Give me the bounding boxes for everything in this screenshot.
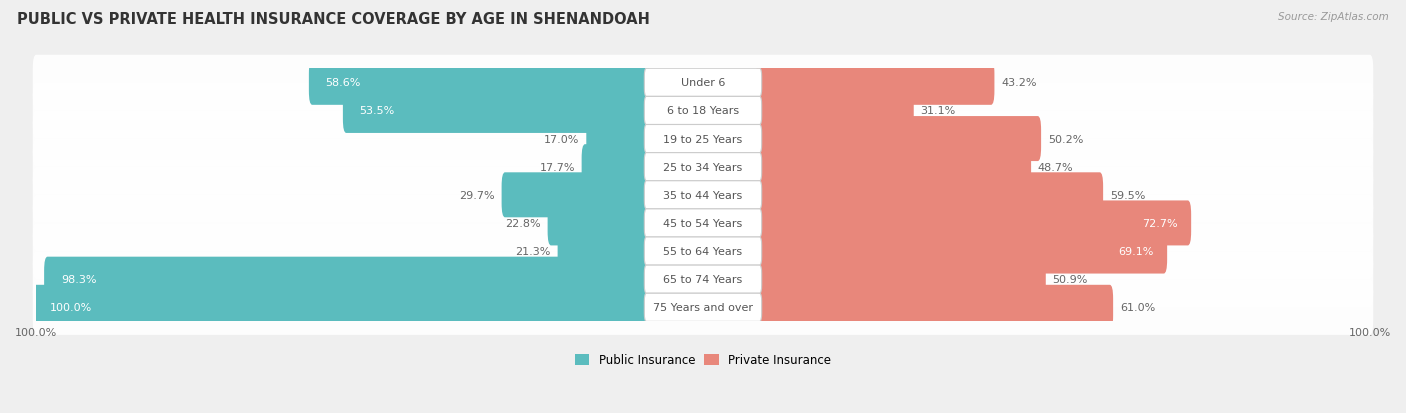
FancyBboxPatch shape bbox=[32, 140, 1374, 195]
FancyBboxPatch shape bbox=[32, 56, 1374, 111]
Text: 69.1%: 69.1% bbox=[1118, 247, 1154, 256]
FancyBboxPatch shape bbox=[756, 61, 994, 106]
FancyBboxPatch shape bbox=[32, 84, 1374, 139]
FancyBboxPatch shape bbox=[32, 168, 1374, 223]
FancyBboxPatch shape bbox=[32, 280, 1374, 335]
FancyBboxPatch shape bbox=[502, 173, 650, 218]
Text: 50.2%: 50.2% bbox=[1047, 134, 1083, 144]
FancyBboxPatch shape bbox=[756, 229, 1167, 274]
FancyBboxPatch shape bbox=[343, 89, 650, 134]
Legend: Public Insurance, Private Insurance: Public Insurance, Private Insurance bbox=[571, 349, 835, 371]
Text: 75 Years and over: 75 Years and over bbox=[652, 303, 754, 313]
Text: 61.0%: 61.0% bbox=[1119, 303, 1156, 313]
FancyBboxPatch shape bbox=[586, 117, 650, 161]
Text: 22.8%: 22.8% bbox=[505, 218, 541, 228]
Text: 100.0%: 100.0% bbox=[49, 303, 91, 313]
FancyBboxPatch shape bbox=[756, 145, 1031, 190]
Text: 19 to 25 Years: 19 to 25 Years bbox=[664, 134, 742, 144]
FancyBboxPatch shape bbox=[309, 61, 650, 106]
Text: 31.1%: 31.1% bbox=[921, 106, 956, 116]
Text: 98.3%: 98.3% bbox=[60, 275, 96, 285]
Text: 50.9%: 50.9% bbox=[1053, 275, 1088, 285]
FancyBboxPatch shape bbox=[756, 285, 1114, 330]
FancyBboxPatch shape bbox=[644, 266, 762, 294]
Text: Under 6: Under 6 bbox=[681, 78, 725, 88]
FancyBboxPatch shape bbox=[32, 196, 1374, 251]
Text: 17.7%: 17.7% bbox=[540, 162, 575, 172]
Text: 65 to 74 Years: 65 to 74 Years bbox=[664, 275, 742, 285]
Text: PUBLIC VS PRIVATE HEALTH INSURANCE COVERAGE BY AGE IN SHENANDOAH: PUBLIC VS PRIVATE HEALTH INSURANCE COVER… bbox=[17, 12, 650, 27]
FancyBboxPatch shape bbox=[644, 237, 762, 266]
FancyBboxPatch shape bbox=[644, 209, 762, 237]
Text: 58.6%: 58.6% bbox=[326, 78, 361, 88]
Text: Source: ZipAtlas.com: Source: ZipAtlas.com bbox=[1278, 12, 1389, 22]
FancyBboxPatch shape bbox=[644, 153, 762, 181]
FancyBboxPatch shape bbox=[756, 173, 1104, 218]
Text: 21.3%: 21.3% bbox=[516, 247, 551, 256]
FancyBboxPatch shape bbox=[644, 69, 762, 97]
FancyBboxPatch shape bbox=[32, 224, 1374, 279]
FancyBboxPatch shape bbox=[756, 89, 914, 134]
FancyBboxPatch shape bbox=[644, 97, 762, 125]
FancyBboxPatch shape bbox=[32, 112, 1374, 167]
Text: 35 to 44 Years: 35 to 44 Years bbox=[664, 190, 742, 200]
Text: 48.7%: 48.7% bbox=[1038, 162, 1073, 172]
Text: 45 to 54 Years: 45 to 54 Years bbox=[664, 218, 742, 228]
FancyBboxPatch shape bbox=[644, 181, 762, 209]
FancyBboxPatch shape bbox=[547, 201, 650, 246]
FancyBboxPatch shape bbox=[756, 257, 1046, 302]
Text: 43.2%: 43.2% bbox=[1001, 78, 1036, 88]
Text: 6 to 18 Years: 6 to 18 Years bbox=[666, 106, 740, 116]
FancyBboxPatch shape bbox=[582, 145, 650, 190]
Text: 72.7%: 72.7% bbox=[1142, 218, 1178, 228]
Text: 25 to 34 Years: 25 to 34 Years bbox=[664, 162, 742, 172]
Text: 55 to 64 Years: 55 to 64 Years bbox=[664, 247, 742, 256]
Text: 53.5%: 53.5% bbox=[360, 106, 395, 116]
FancyBboxPatch shape bbox=[644, 125, 762, 153]
FancyBboxPatch shape bbox=[44, 257, 650, 302]
FancyBboxPatch shape bbox=[644, 294, 762, 322]
FancyBboxPatch shape bbox=[756, 201, 1191, 246]
FancyBboxPatch shape bbox=[756, 117, 1040, 161]
Text: 17.0%: 17.0% bbox=[544, 134, 579, 144]
FancyBboxPatch shape bbox=[32, 285, 650, 330]
FancyBboxPatch shape bbox=[558, 229, 650, 274]
Text: 59.5%: 59.5% bbox=[1109, 190, 1144, 200]
FancyBboxPatch shape bbox=[32, 252, 1374, 307]
Text: 29.7%: 29.7% bbox=[460, 190, 495, 200]
